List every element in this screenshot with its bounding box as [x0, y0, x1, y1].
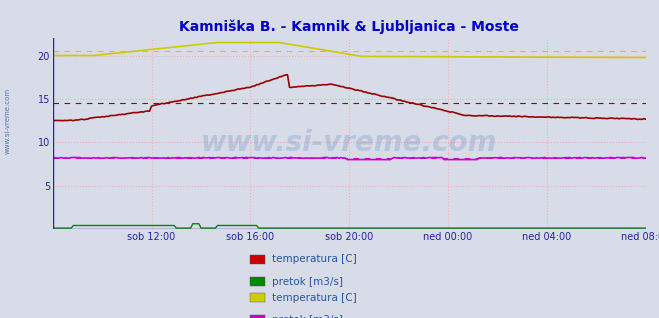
Text: temperatura [C]: temperatura [C] [272, 293, 357, 303]
Title: Kamniška B. - Kamnik & Ljubljanica - Moste: Kamniška B. - Kamnik & Ljubljanica - Mos… [179, 20, 519, 34]
Text: www.si-vreme.com: www.si-vreme.com [201, 129, 498, 157]
Text: pretok [m3/s]: pretok [m3/s] [272, 315, 343, 318]
Text: www.si-vreme.com: www.si-vreme.com [5, 88, 11, 154]
Text: pretok [m3/s]: pretok [m3/s] [272, 277, 343, 287]
Text: temperatura [C]: temperatura [C] [272, 254, 357, 265]
